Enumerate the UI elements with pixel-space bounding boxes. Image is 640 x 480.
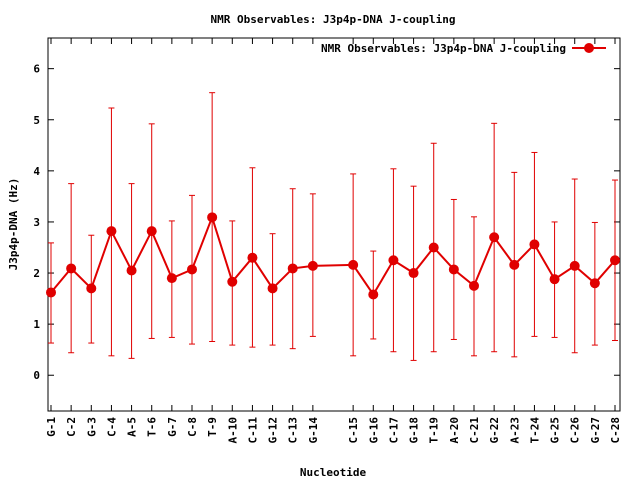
x-tick-label: C-21 (468, 417, 481, 444)
data-point (247, 252, 258, 263)
x-tick-label: G-27 (589, 417, 602, 444)
data-point (126, 265, 137, 276)
data-point (569, 260, 580, 271)
y-tick-label: 6 (33, 63, 40, 76)
data-point (368, 289, 379, 300)
x-tick-label: C-11 (246, 417, 259, 444)
y-tick-label: 5 (33, 114, 40, 127)
y-tick-label: 2 (33, 267, 40, 280)
data-point (589, 278, 600, 289)
chart-title: NMR Observables: J3p4p-DNA J-coupling (210, 13, 455, 26)
x-tick-label: C-8 (186, 417, 199, 437)
data-point (146, 226, 157, 237)
x-tick-label: T-19 (428, 417, 441, 444)
x-tick-label: G-22 (488, 417, 501, 444)
x-tick-label: T-24 (528, 417, 541, 444)
data-point (166, 273, 177, 284)
legend-marker (584, 43, 594, 53)
data-point (227, 276, 238, 287)
x-tick-label: A-23 (508, 417, 521, 444)
data-point (509, 259, 520, 270)
x-tick-label: G-7 (166, 417, 179, 437)
y-tick-label: 3 (33, 216, 40, 229)
data-point (489, 232, 500, 243)
data-point (287, 263, 298, 274)
plot-frame (47, 37, 621, 412)
y-tick-label: 0 (33, 369, 40, 382)
x-axis: G-1 C-2 G-3 C-4 A-5 T-6 G-7 C-8 T-9 A-10 C-11 G-12 C… (45, 38, 622, 444)
data-point (207, 212, 218, 223)
x-tick-label: G-16 (367, 417, 380, 444)
x-tick-label: A-10 (226, 417, 239, 444)
x-tick-label: C-17 (387, 417, 400, 444)
legend: NMR Observables: J3p4p-DNA J-coupling (321, 42, 606, 55)
y-tick-label: 4 (33, 165, 40, 178)
data-point (549, 274, 560, 285)
data-points (46, 212, 620, 300)
data-point (388, 255, 399, 266)
x-tick-label: C-13 (287, 417, 300, 444)
data-point (267, 283, 278, 294)
data-point (187, 264, 197, 275)
y-tick-label: 1 (33, 318, 40, 331)
data-point (428, 242, 439, 253)
x-tick-label: C-2 (65, 417, 78, 437)
x-tick-label: G-1 (45, 417, 58, 437)
data-point (86, 283, 97, 294)
y-axis-label: J3p4p-DNA (Hz) (7, 178, 20, 271)
x-tick-label: G-14 (307, 417, 320, 444)
series-line (50, 214, 616, 297)
x-tick-label: C-4 (105, 417, 118, 437)
x-tick-label: G-18 (408, 417, 421, 444)
x-tick-label: C-15 (347, 417, 360, 444)
error-bars (48, 92, 618, 361)
x-tick-label: C-26 (569, 417, 582, 444)
x-tick-label: T-9 (206, 417, 219, 437)
x-tick-label: C-28 (609, 417, 622, 444)
x-tick-label: G-12 (267, 417, 280, 444)
data-point (448, 264, 459, 275)
x-tick-label: T-6 (146, 417, 159, 437)
legend-label: NMR Observables: J3p4p-DNA J-coupling (321, 42, 566, 55)
data-point (106, 226, 117, 237)
x-tick-label: G-3 (85, 417, 98, 437)
data-point (348, 259, 359, 270)
x-axis-label: Nucleotide (300, 466, 367, 479)
data-point (66, 263, 77, 274)
data-point (307, 260, 318, 271)
data-point (46, 287, 56, 298)
x-tick-label: G-25 (549, 417, 562, 444)
data-point (469, 280, 479, 291)
x-tick-label: A-20 (448, 417, 461, 444)
x-tick-label: A-5 (126, 417, 139, 437)
data-point (529, 239, 540, 250)
data-point (610, 255, 620, 266)
y-axis: 0 1 2 3 4 5 6 (33, 63, 620, 382)
data-point (408, 268, 419, 279)
